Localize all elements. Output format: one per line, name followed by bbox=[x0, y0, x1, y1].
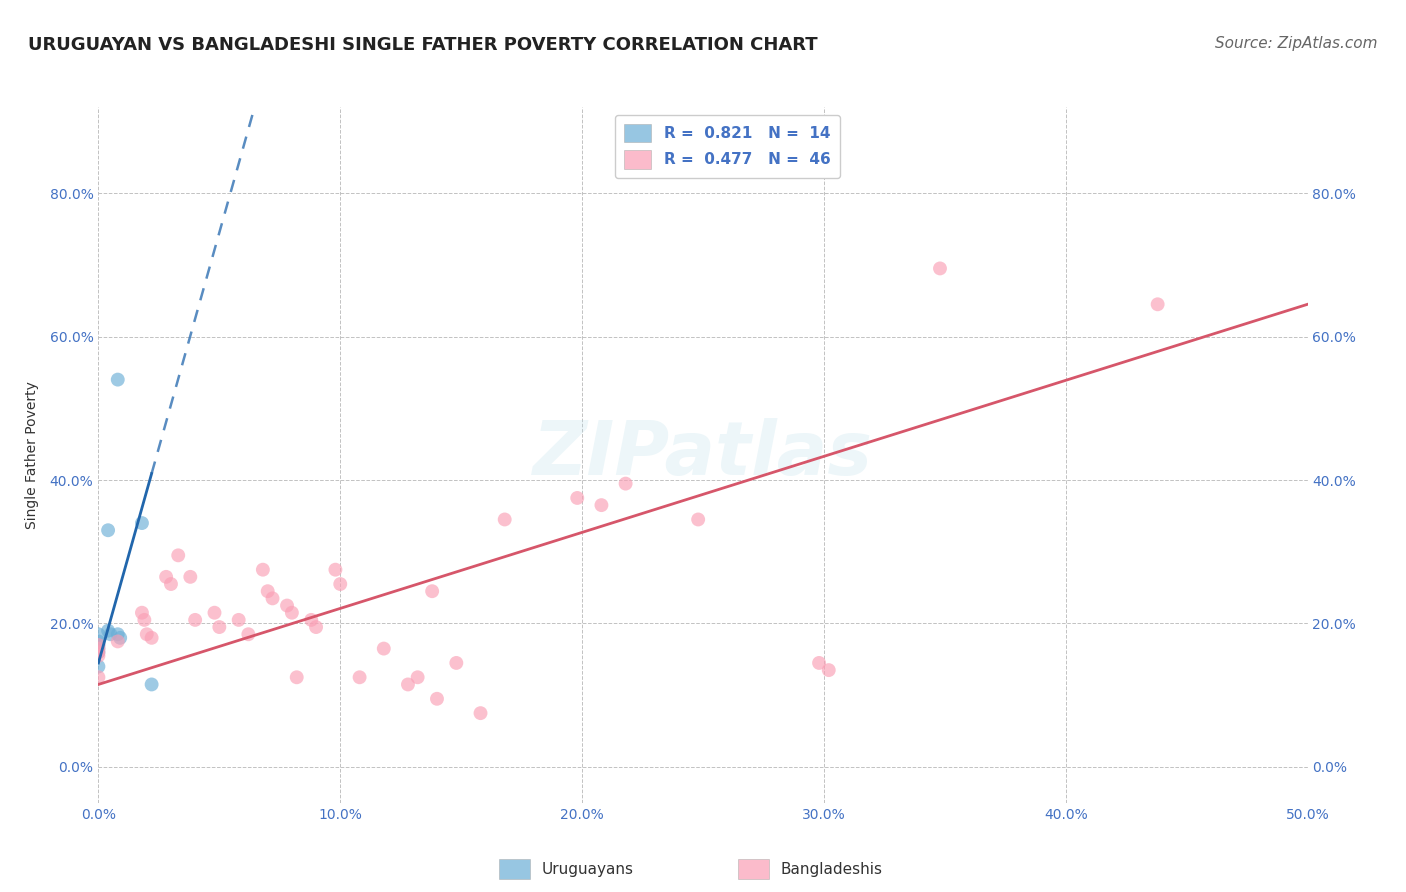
Point bbox=[87, 627, 110, 641]
Point bbox=[141, 677, 163, 691]
Point bbox=[184, 613, 207, 627]
Point bbox=[426, 691, 449, 706]
Point bbox=[87, 638, 110, 652]
Point bbox=[204, 606, 226, 620]
Point bbox=[87, 670, 110, 684]
Point bbox=[87, 648, 110, 663]
Legend: R =  0.821   N =  14, R =  0.477   N =  46: R = 0.821 N = 14, R = 0.477 N = 46 bbox=[614, 115, 839, 178]
Point bbox=[494, 512, 516, 526]
Point bbox=[299, 613, 322, 627]
Point bbox=[87, 634, 110, 648]
Point bbox=[329, 577, 352, 591]
Point bbox=[420, 584, 443, 599]
Point bbox=[160, 577, 183, 591]
Point bbox=[373, 641, 395, 656]
Text: URUGUAYAN VS BANGLADESHI SINGLE FATHER POVERTY CORRELATION CHART: URUGUAYAN VS BANGLADESHI SINGLE FATHER P… bbox=[28, 36, 818, 54]
Point bbox=[131, 606, 153, 620]
Point bbox=[134, 613, 156, 627]
Point bbox=[108, 631, 131, 645]
Point bbox=[305, 620, 328, 634]
Point bbox=[87, 641, 110, 656]
Point bbox=[1146, 297, 1168, 311]
Point bbox=[252, 563, 274, 577]
Point bbox=[155, 570, 177, 584]
Point bbox=[406, 670, 429, 684]
Point bbox=[688, 512, 710, 526]
Point bbox=[817, 663, 839, 677]
Point bbox=[276, 599, 298, 613]
Point bbox=[87, 638, 110, 652]
Point bbox=[808, 656, 831, 670]
Point bbox=[349, 670, 371, 684]
Point bbox=[614, 476, 637, 491]
Text: Source: ZipAtlas.com: Source: ZipAtlas.com bbox=[1215, 36, 1378, 51]
Text: Uruguayans: Uruguayans bbox=[541, 863, 633, 877]
Point bbox=[208, 620, 231, 634]
Point bbox=[470, 706, 492, 720]
Point bbox=[929, 261, 952, 276]
Point bbox=[228, 613, 250, 627]
Point bbox=[567, 491, 589, 505]
Point bbox=[107, 627, 129, 641]
Point bbox=[238, 627, 260, 641]
Point bbox=[285, 670, 308, 684]
Point bbox=[179, 570, 201, 584]
Point bbox=[141, 631, 163, 645]
Point bbox=[97, 523, 120, 537]
Point bbox=[396, 677, 419, 691]
Point bbox=[256, 584, 278, 599]
Text: ZIPatlas: ZIPatlas bbox=[533, 418, 873, 491]
Point bbox=[591, 498, 613, 512]
Text: Bangladeshis: Bangladeshis bbox=[780, 863, 883, 877]
Point bbox=[135, 627, 157, 641]
Point bbox=[97, 624, 120, 638]
Point bbox=[281, 606, 304, 620]
Point bbox=[100, 627, 122, 641]
Point bbox=[262, 591, 284, 606]
Point bbox=[131, 516, 153, 530]
Point bbox=[107, 373, 129, 387]
Point bbox=[87, 641, 110, 656]
Point bbox=[87, 645, 110, 659]
Y-axis label: Single Father Poverty: Single Father Poverty bbox=[24, 381, 38, 529]
Point bbox=[87, 645, 110, 659]
Point bbox=[446, 656, 468, 670]
Point bbox=[87, 659, 110, 673]
Point bbox=[107, 634, 129, 648]
Point bbox=[167, 549, 190, 563]
Point bbox=[325, 563, 347, 577]
